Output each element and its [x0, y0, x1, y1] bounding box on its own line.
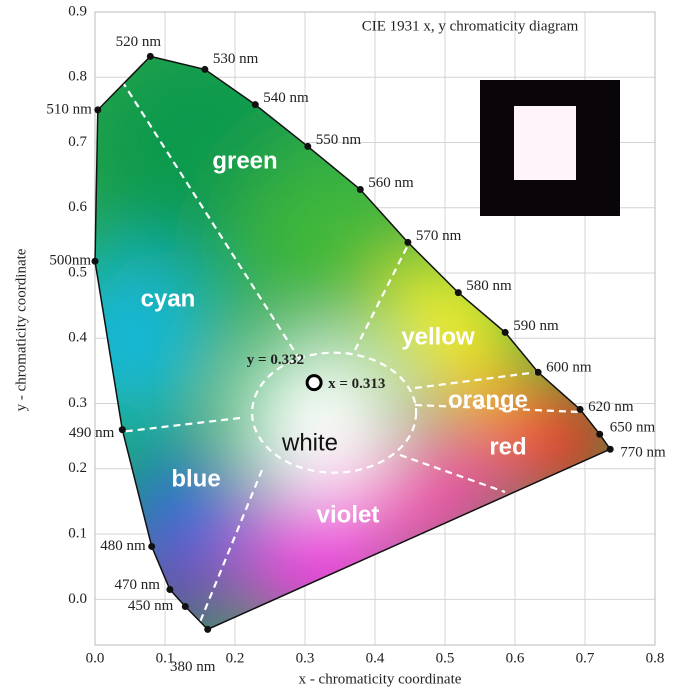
region-label: green — [212, 147, 277, 174]
x-tick-label: 0.8 — [646, 650, 665, 666]
x-tick-label: 0.1 — [156, 650, 175, 666]
region-label: red — [489, 433, 526, 460]
locus-point — [204, 625, 212, 633]
locus-point — [304, 142, 312, 150]
wavelength-label: 560 nm — [368, 175, 414, 191]
x-tick-label: 0.3 — [296, 650, 315, 666]
x-tick-label: 0.2 — [226, 650, 245, 666]
locus-point — [148, 542, 156, 550]
wavelength-label: 540 nm — [263, 90, 309, 106]
white-point-y-label: y = 0.332 — [247, 352, 304, 368]
wavelength-label: 620 nm — [588, 399, 634, 415]
white-point — [305, 374, 323, 392]
locus-point — [356, 186, 364, 194]
y-axis-label: y - chromaticity coordinate — [13, 248, 29, 411]
x-tick-label: 0.7 — [576, 650, 595, 666]
x-tick-label: 0.6 — [506, 650, 525, 666]
inset-light — [514, 106, 576, 180]
locus-point — [454, 289, 462, 297]
y-tick-label: 0.3 — [68, 395, 87, 411]
spectral-locus — [94, 55, 612, 631]
y-tick-label: 0.4 — [68, 330, 87, 346]
wavelength-label: 500nm — [49, 253, 91, 269]
region-label: cyan — [141, 285, 196, 312]
wavelength-label: 570 nm — [416, 228, 462, 244]
white-region — [251, 351, 418, 474]
locus-point — [576, 405, 584, 413]
wavelength-label: 510 nm — [46, 101, 92, 117]
wavelength-label: 600 nm — [546, 360, 592, 376]
white-point-x-label: x = 0.313 — [328, 376, 385, 392]
region-label: yellow — [401, 323, 475, 350]
y-tick-label: 0.5 — [68, 264, 87, 280]
wavelength-label: 550 nm — [316, 132, 362, 148]
x-axis-label: x - chromaticity coordinate — [299, 671, 462, 687]
wavelength-label: 520 nm — [116, 34, 162, 50]
y-tick-label: 0.7 — [68, 134, 87, 150]
y-tick-label: 0.8 — [68, 69, 87, 85]
region-label: orange — [448, 386, 528, 413]
locus-point — [91, 257, 99, 265]
wavelength-label: 470 nm — [114, 577, 160, 593]
wavelength-label: 580 nm — [466, 278, 512, 294]
wavelength-label: 480 nm — [100, 538, 146, 554]
region-label: violet — [317, 501, 380, 528]
locus-point — [501, 328, 509, 336]
locus-point — [166, 586, 174, 594]
region-boundaries — [119, 77, 581, 623]
locus-point — [534, 368, 542, 376]
wavelength-label: 530 nm — [213, 51, 259, 67]
locus-point — [201, 65, 209, 73]
wavelength-label: 650 nm — [610, 420, 656, 436]
y-tick-label: 0.0 — [68, 591, 87, 607]
y-tick-label: 0.9 — [68, 3, 87, 19]
x-tick-label: 0.4 — [366, 650, 385, 666]
locus-point — [596, 430, 604, 438]
locus-point — [606, 445, 614, 453]
plot-frame — [94, 11, 656, 646]
y-tick-label: 0.2 — [68, 460, 87, 476]
y-tick-label: 0.1 — [68, 525, 87, 541]
wavelength-label: 590 nm — [513, 318, 559, 334]
x-tick-label: 0.0 — [86, 650, 105, 666]
wavelength-label: 770 nm — [620, 445, 666, 461]
region-label: blue — [171, 465, 220, 492]
x-tick-label: 0.5 — [436, 650, 455, 666]
locus-point — [181, 602, 189, 610]
region-label: white — [281, 429, 338, 456]
wavelength-label: 450 nm — [128, 598, 174, 614]
chart-title: CIE 1931 x, y chromaticity diagram — [362, 18, 579, 34]
y-tick-label: 0.6 — [68, 199, 87, 215]
wavelength-label: 380 nm — [170, 659, 216, 675]
locus-point — [94, 106, 102, 114]
locus-point — [118, 426, 126, 434]
locus-point — [146, 52, 154, 60]
wavelength-label: 490 nm — [69, 425, 115, 441]
locus-point — [404, 238, 412, 246]
locus-point — [251, 101, 259, 109]
